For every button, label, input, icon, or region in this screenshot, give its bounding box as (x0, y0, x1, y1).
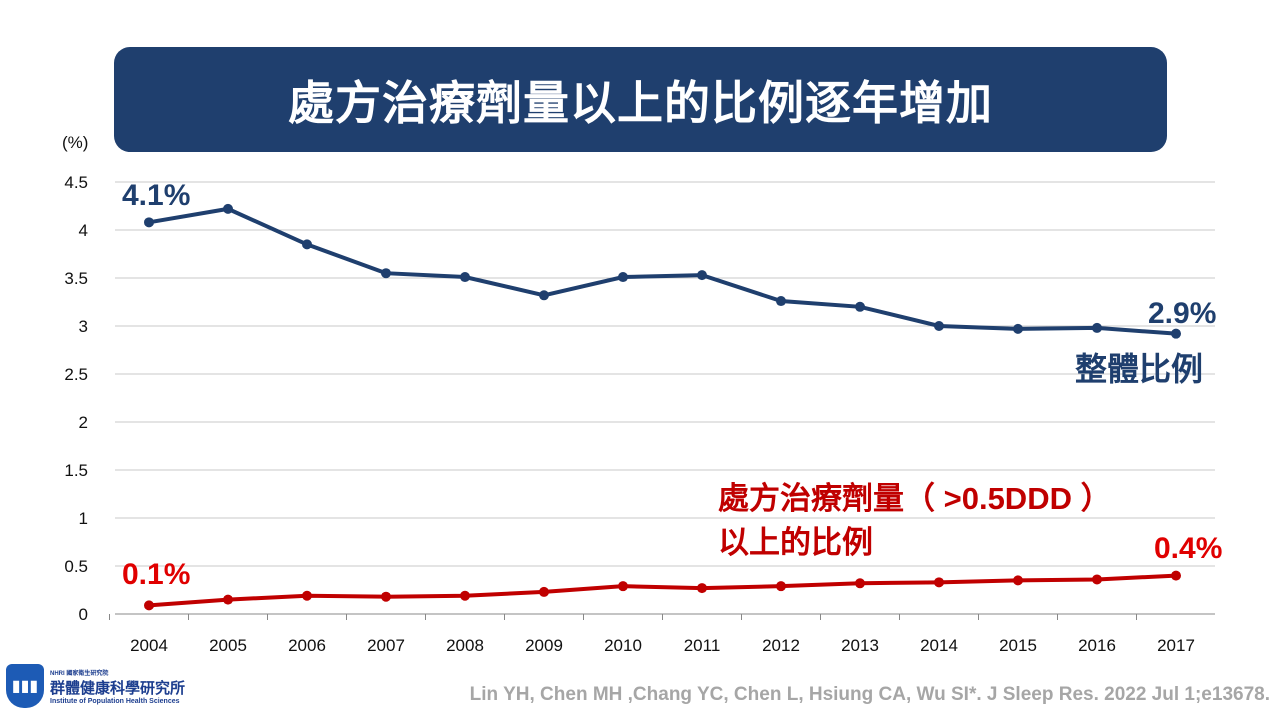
x-tick-label: 2008 (446, 636, 484, 655)
y-tick-label: 0 (79, 605, 88, 624)
y-axis-label: (%) (62, 133, 88, 152)
x-tick-label: 2012 (762, 636, 800, 655)
y-tick-label: 2 (79, 413, 88, 432)
data-point (1013, 575, 1023, 586)
x-tick-label: 2004 (130, 636, 168, 655)
logo-small-text: NHRI 國家衛生研究院 (50, 670, 109, 677)
citation: Lin YH, Chen MH ,Chang YC, Chen L, Hsiun… (469, 684, 1270, 705)
red-end-label: 0.4% (1154, 532, 1222, 565)
data-point (934, 577, 944, 588)
data-point (934, 321, 944, 331)
series-line-0 (148, 206, 1177, 336)
institute-logo: ▮▮▮ NHRI 國家衛生研究院 群體健康科學研究所 Institute of … (6, 664, 185, 708)
data-point (144, 217, 154, 228)
x-tick-label: 2015 (999, 636, 1037, 655)
data-point (776, 581, 786, 592)
data-point (539, 586, 549, 597)
x-tick-label: 2006 (288, 636, 326, 655)
red-series-label-line1: 處方治療劑量（ >0.5DDD ） (718, 481, 1112, 516)
data-point (539, 290, 549, 301)
data-point (302, 239, 312, 250)
logo-english: Institute of Population Health Sciences (50, 697, 180, 705)
data-point (381, 268, 391, 279)
y-tick-label: 0.5 (64, 557, 88, 576)
series-line-1 (148, 573, 1177, 608)
x-tick-label: 2011 (684, 636, 721, 655)
y-tick-label: 4.5 (64, 173, 88, 192)
logo-name: 群體健康科學研究所 (50, 678, 186, 697)
blue-end-label: 2.9% (1148, 297, 1216, 330)
data-point (697, 270, 707, 281)
shield-chart-icon: ▮▮▮ (6, 664, 44, 708)
data-point (1171, 328, 1181, 339)
y-tick-label: 1.5 (64, 461, 88, 480)
data-point (302, 590, 312, 601)
data-point (1171, 570, 1181, 581)
data-point (1092, 322, 1102, 333)
data-point (144, 600, 154, 611)
slide-title: 處方治療劑量以上的比例逐年增加 (288, 75, 993, 130)
x-tick-label: 2014 (920, 636, 958, 655)
data-point (381, 591, 391, 602)
overall-series-label: 整體比例 (1075, 351, 1203, 387)
data-point (618, 581, 628, 592)
x-tick-label: 2010 (604, 636, 642, 655)
blue-start-label: 4.1% (122, 179, 190, 212)
red-series-label-line2: 以上的比例 (718, 525, 873, 560)
y-tick-label: 3.5 (64, 269, 88, 288)
data-point (855, 301, 865, 312)
y-tick-label: 3 (79, 317, 88, 336)
red-start-label: 0.1% (122, 558, 190, 591)
y-tick-label: 1 (79, 509, 88, 528)
data-point (223, 594, 233, 605)
title-banner: 處方治療劑量以上的比例逐年增加 (114, 47, 1167, 152)
data-point (460, 272, 470, 283)
data-point (460, 590, 470, 601)
x-tick-label: 2016 (1078, 636, 1116, 655)
data-point (855, 578, 865, 589)
data-point (1013, 323, 1023, 334)
data-point (1092, 574, 1102, 585)
x-tick-label: 2007 (367, 636, 405, 655)
data-point (618, 272, 628, 283)
data-point (697, 583, 707, 594)
x-tick-label: 2009 (525, 636, 563, 655)
data-point (776, 296, 786, 307)
x-tick-label: 2013 (841, 636, 879, 655)
y-tick-label: 2.5 (64, 365, 88, 384)
data-point (223, 203, 233, 214)
x-tick-label: 2017 (1157, 636, 1195, 655)
y-tick-label: 4 (79, 221, 88, 240)
x-tick-label: 2005 (209, 636, 247, 655)
